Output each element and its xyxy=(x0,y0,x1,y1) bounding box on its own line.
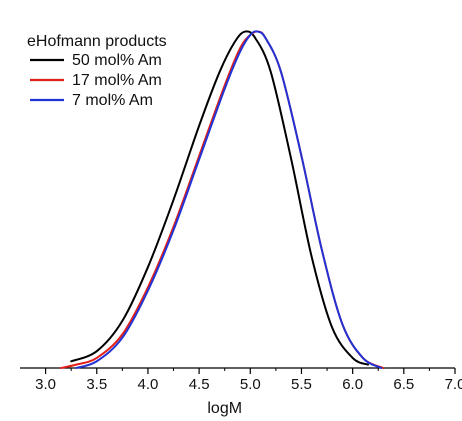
legend: eHofmann products 50 mol% Am 17 mol% Am 7 m… xyxy=(27,33,167,109)
x-tick-label: 7.0 xyxy=(445,376,462,393)
axes: 3.0 3.5 4.0 4.5 5.0 5.5 6.0 6.5 7.0 logM xyxy=(20,367,462,417)
x-axis-title: logM xyxy=(207,400,242,417)
legend-label-1: 50 mol% Am xyxy=(72,52,162,69)
x-tick-label: 4.5 xyxy=(189,376,210,393)
series-line-3 xyxy=(75,30,383,369)
series-line-1 xyxy=(70,30,369,366)
x-tick-label: 5.5 xyxy=(291,376,312,393)
series-lines xyxy=(59,30,385,369)
x-tick-label: 6.0 xyxy=(342,376,363,393)
x-tick-label: 5.0 xyxy=(240,376,261,393)
x-tick-label: 3.5 xyxy=(86,376,107,393)
x-tick-label: 6.5 xyxy=(393,376,414,393)
x-tick-label: 4.0 xyxy=(138,376,159,393)
legend-label-3: 7 mol% Am xyxy=(72,92,153,109)
legend-label-2: 17 mol% Am xyxy=(72,72,162,89)
x-tick-label: 3.0 xyxy=(35,376,56,393)
legend-title: eHofmann products xyxy=(27,33,167,50)
